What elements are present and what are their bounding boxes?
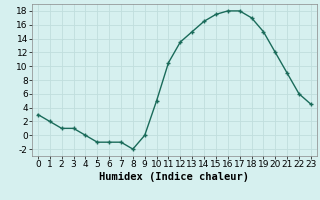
X-axis label: Humidex (Indice chaleur): Humidex (Indice chaleur) bbox=[100, 172, 249, 182]
